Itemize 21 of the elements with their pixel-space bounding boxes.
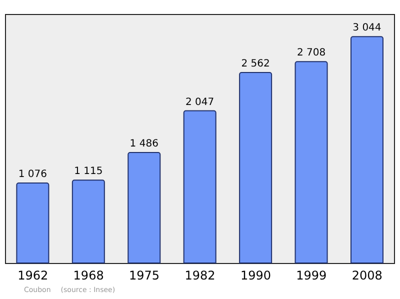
x-tick-label: 1999: [296, 268, 327, 283]
data-label: 2 708: [296, 48, 326, 59]
x-tick-label: 1990: [240, 268, 271, 283]
data-label: 2 562: [241, 58, 270, 70]
x-tick-label: 1962: [18, 268, 48, 283]
data-label: 3 044: [352, 22, 382, 34]
data-label: 1 115: [74, 166, 103, 178]
data-label: 1 486: [130, 138, 158, 150]
data-label: 2 047: [186, 96, 214, 108]
bar: [183, 110, 216, 264]
bar: [294, 61, 328, 264]
bar: [16, 182, 50, 264]
x-tick-label: 1968: [73, 268, 104, 283]
data-label: 1 076: [18, 168, 48, 180]
bar: [128, 152, 161, 264]
x-tick-label: 1975: [129, 268, 160, 283]
x-tick-label: 1982: [184, 268, 216, 283]
bar: [239, 72, 272, 264]
bar: [72, 180, 105, 264]
bar: [350, 36, 384, 264]
x-tick-label: 2008: [352, 268, 382, 283]
